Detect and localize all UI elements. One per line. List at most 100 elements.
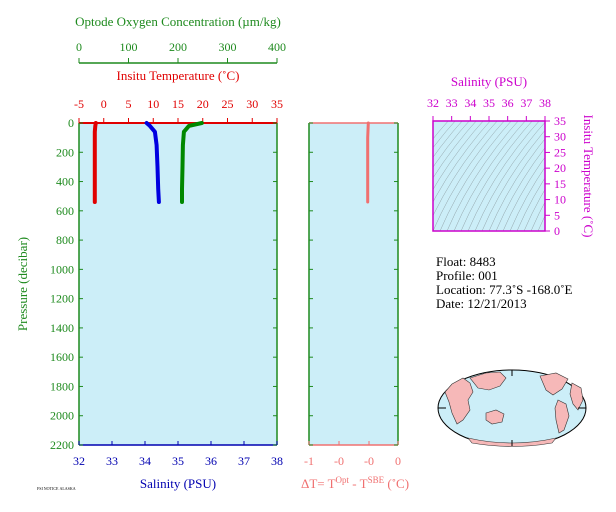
pressure-tick-label: 1000 xyxy=(50,262,74,276)
delta-axis-ticks: -1 -0 -0 0 xyxy=(304,122,401,468)
oxygen-tick-label: 100 xyxy=(120,40,138,54)
ts-temperature-tick-label: 35 xyxy=(554,114,566,128)
salinity-tick-label: 32 xyxy=(73,454,85,468)
ts-temperature-tick-label: 30 xyxy=(554,130,566,144)
salinity-tick-label: 35 xyxy=(172,454,184,468)
density-contour xyxy=(523,189,545,231)
temperature-axis-title: Insitu Temperature (˚C) xyxy=(116,68,239,83)
temperature-tick-label: 15 xyxy=(172,97,184,111)
delta-tick-label: -0 xyxy=(364,454,374,468)
density-contour xyxy=(495,147,545,231)
world-map xyxy=(437,369,587,447)
pressure-tick-label: 2200 xyxy=(50,438,74,452)
temperature-profile-line xyxy=(92,121,98,204)
pressure-axis-title: Pressure (decibar) xyxy=(15,237,30,331)
float-info: Float: 8483 Profile: 001 Location: 77.3˚… xyxy=(436,254,573,311)
temperature-tick-label: 10 xyxy=(147,97,159,111)
density-contour xyxy=(530,201,545,231)
salinity-profile-line xyxy=(144,121,161,204)
ts-salinity-tick-label: 35 xyxy=(483,96,495,110)
pressure-tick-label: 400 xyxy=(56,175,74,189)
oxygen-tick-label: 200 xyxy=(169,40,187,54)
pressure-axis-ticks: 0 200 400 600 800 1000 1200 1400 1600 1800 2000 220… xyxy=(50,116,277,452)
delta-plot-area xyxy=(309,123,398,445)
pressure-tick-label: 1200 xyxy=(50,292,74,306)
salinity-axis-ticks: 32 33 34 35 36 37 38 xyxy=(73,441,283,468)
density-contour xyxy=(433,121,484,190)
float-id: Float: 8483 xyxy=(436,254,496,269)
density-contour xyxy=(467,121,540,231)
density-contour xyxy=(453,121,526,231)
ts-plot-area xyxy=(433,121,545,231)
location: Location: 77.3˚S -168.0˚E xyxy=(436,282,573,297)
ts-salinity-tick-label: 37 xyxy=(520,96,532,110)
ts-temperature-tick-label: 0 xyxy=(554,224,560,238)
pressure-tick-label: 800 xyxy=(56,233,74,247)
ts-salinity-tick-label: 34 xyxy=(464,96,476,110)
density-contour xyxy=(481,130,545,231)
profile-number: Profile: 001 xyxy=(436,268,498,283)
density-contour xyxy=(433,121,470,168)
ts-salinity-axis-ticks: 32 33 34 35 36 37 38 xyxy=(427,96,551,121)
density-contour xyxy=(433,121,477,179)
density-contour xyxy=(439,121,512,231)
oxygen-tick-label: 300 xyxy=(219,40,237,54)
temperature-tick-label: -5 xyxy=(74,97,84,111)
density-contour xyxy=(433,121,491,203)
ts-salinity-axis-title: Salinity (PSU) xyxy=(451,74,527,89)
delta-tick-label: -1 xyxy=(304,454,314,468)
ts-temperature-tick-label: 25 xyxy=(554,145,566,159)
profile-plot-area xyxy=(79,123,277,445)
ts-salinity-tick-label: 38 xyxy=(539,96,551,110)
pressure-tick-label: 0 xyxy=(68,116,74,130)
pressure-tick-label: 600 xyxy=(56,204,74,218)
oxygen-axis-title: Optode Oxygen Concentration (µm/kg) xyxy=(75,14,281,29)
ts-temperature-tick-label: 10 xyxy=(554,193,566,207)
density-contours xyxy=(433,121,545,231)
salinity-tick-label: 34 xyxy=(139,454,151,468)
ts-temperature-tick-label: 5 xyxy=(554,208,560,222)
density-contour xyxy=(474,122,545,231)
salinity-tick-label: 33 xyxy=(106,454,118,468)
delta-tick-label: 0 xyxy=(395,454,401,468)
date: Date: 12/21/2013 xyxy=(436,296,527,311)
delta-tick-label: -0 xyxy=(334,454,344,468)
salinity-tick-label: 38 xyxy=(271,454,283,468)
oxygen-axis-ticks: 0 100 200 300 400 xyxy=(76,40,286,63)
delta-profile-line xyxy=(366,121,370,204)
temperature-tick-label: 0 xyxy=(101,97,107,111)
density-contour xyxy=(433,121,505,231)
salinity-tick-label: 37 xyxy=(238,454,250,468)
delta-axis-title: ΔT= TOpt - TSBE (˚C) xyxy=(301,475,409,491)
temperature-tick-label: 25 xyxy=(222,97,234,111)
temperature-tick-label: 35 xyxy=(271,97,283,111)
oxygen-tick-label: 400 xyxy=(268,40,286,54)
temperature-axis-ticks: -5 0 5 10 15 20 25 30 35 xyxy=(74,97,283,123)
pressure-tick-label: 2000 xyxy=(50,409,74,423)
ts-temperature-tick-label: 20 xyxy=(554,161,566,175)
ts-temperature-tick-label: 15 xyxy=(554,177,566,191)
ts-salinity-tick-label: 32 xyxy=(427,96,439,110)
temperature-tick-label: 5 xyxy=(126,97,132,111)
pressure-tick-label: 1800 xyxy=(50,379,74,393)
temperature-tick-label: 30 xyxy=(246,97,258,111)
footnote: FSI NOTICE ALASKA xyxy=(37,486,76,491)
density-contour xyxy=(460,121,533,231)
density-contour xyxy=(446,121,519,231)
salinity-tick-label: 36 xyxy=(205,454,217,468)
ts-salinity-tick-label: 33 xyxy=(446,96,458,110)
density-contour xyxy=(516,177,545,231)
density-contour xyxy=(488,138,545,231)
pressure-tick-label: 1400 xyxy=(50,321,74,335)
ts-temperature-axis-title: Insitu Temperature (˚C) xyxy=(581,114,596,237)
oxygen-profile-line xyxy=(180,121,204,204)
ts-salinity-tick-label: 36 xyxy=(502,96,514,110)
density-contour xyxy=(509,166,545,231)
density-contour xyxy=(502,156,545,231)
pressure-tick-label: 200 xyxy=(56,145,74,159)
salinity-axis-title: Salinity (PSU) xyxy=(140,476,216,491)
delta-series xyxy=(366,121,370,204)
oxygen-tick-label: 0 xyxy=(76,40,82,54)
